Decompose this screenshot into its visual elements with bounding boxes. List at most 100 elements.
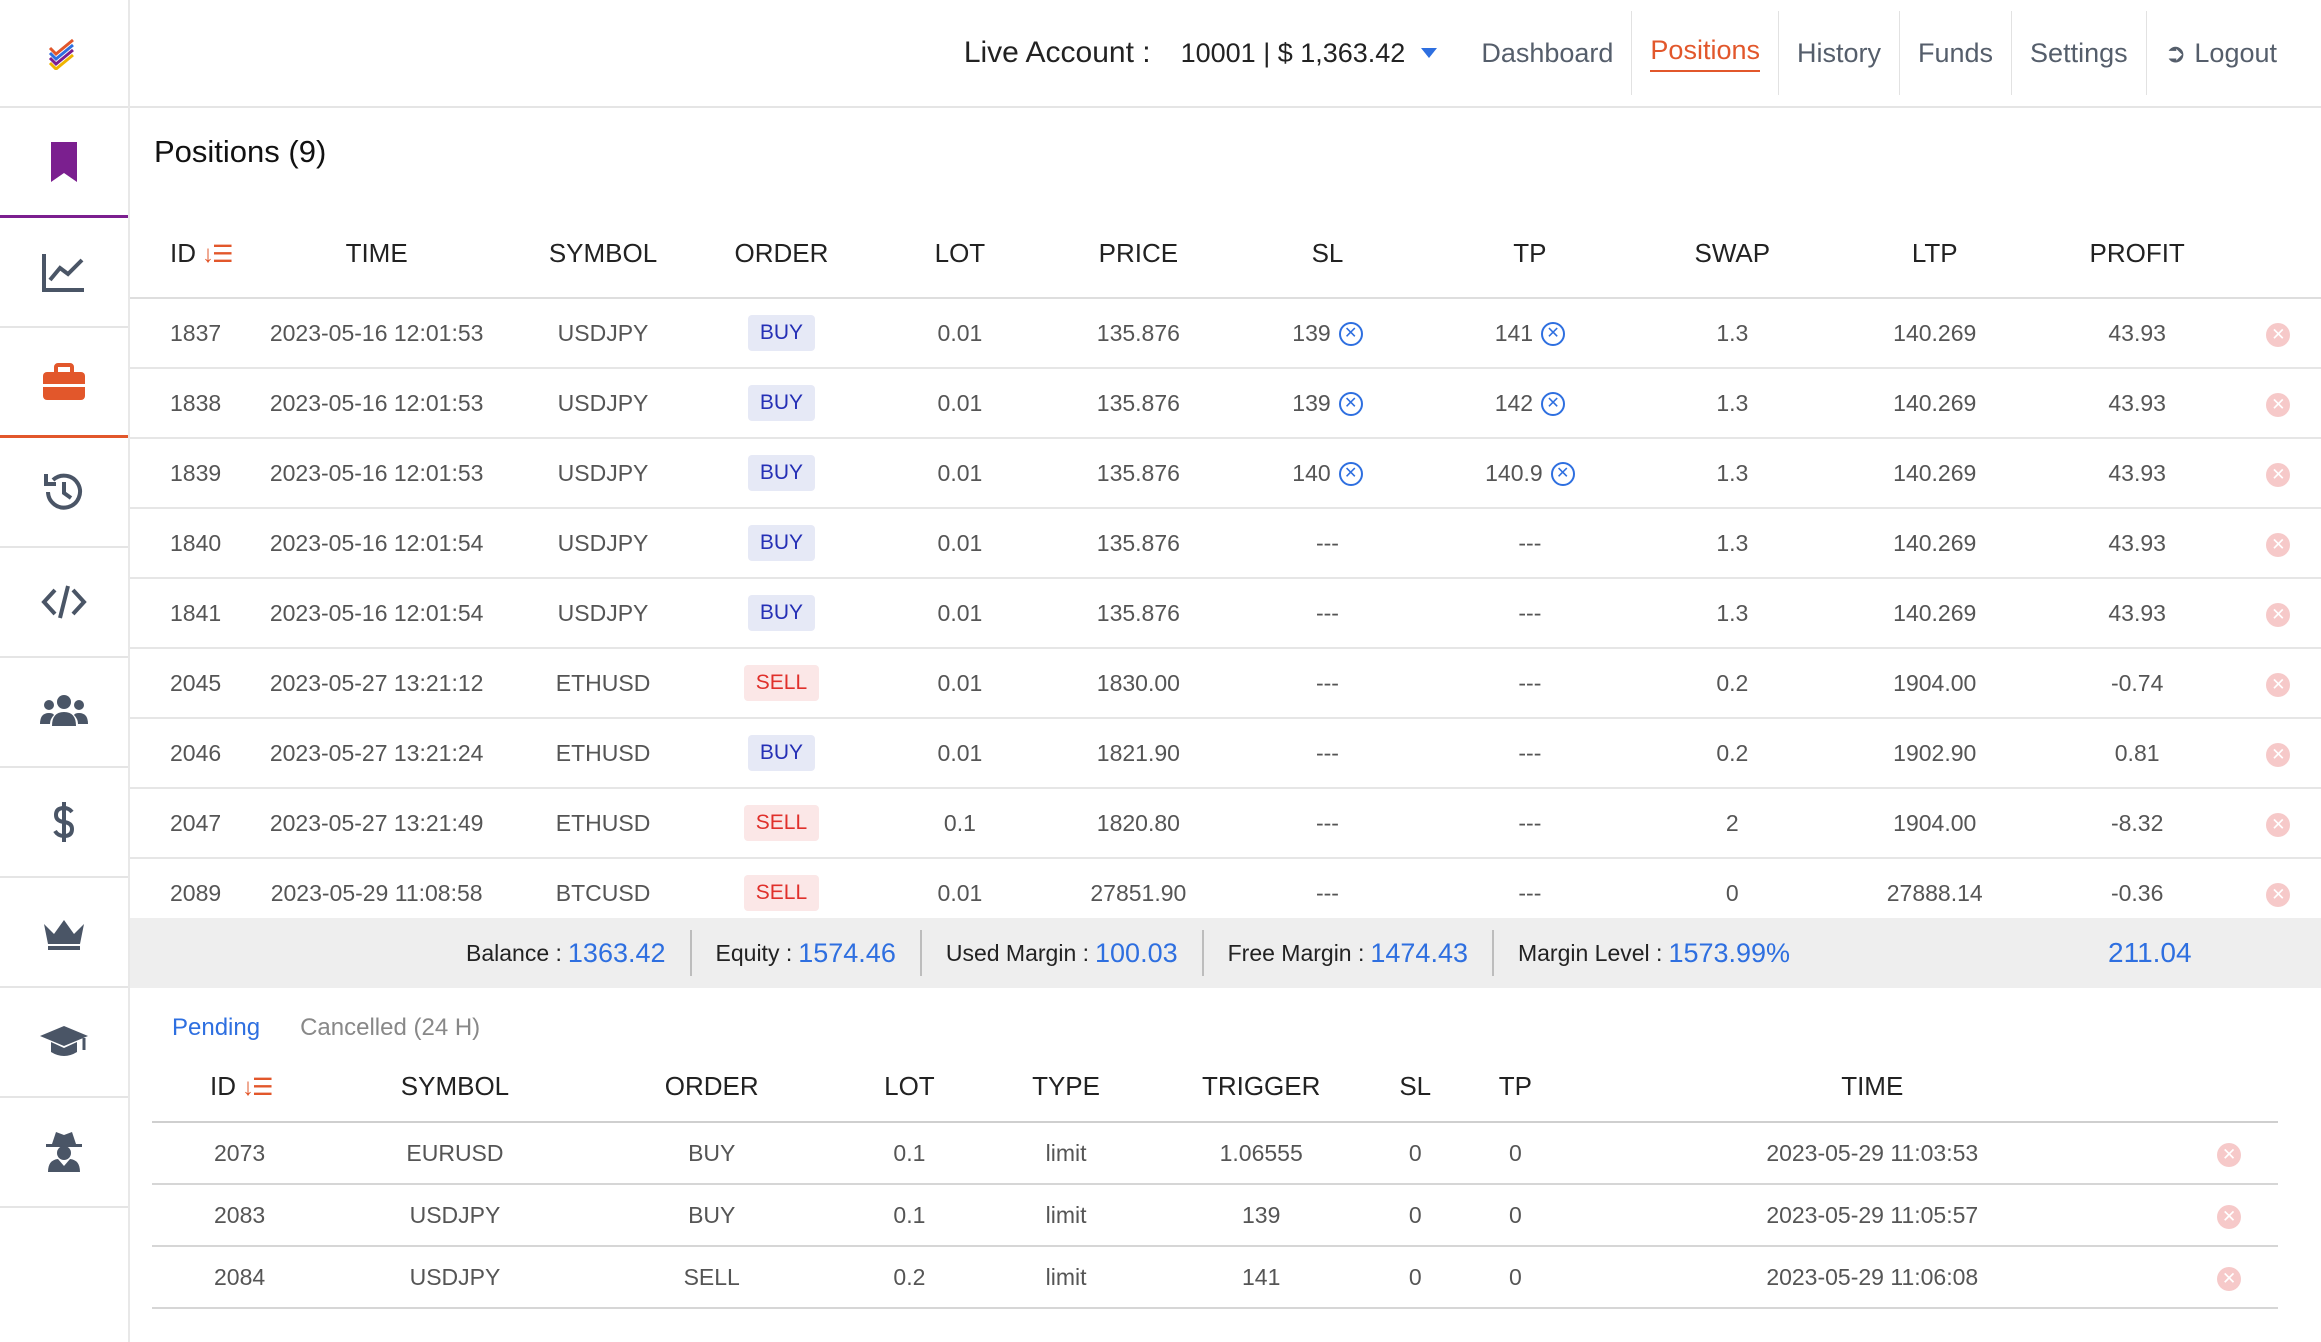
cell-order: SELL [690, 788, 873, 859]
order-badge: SELL [743, 805, 820, 841]
account-selector[interactable]: 10001 | $ 1,363.42 [1180, 37, 1406, 68]
sidebar-item-bookmarks[interactable] [0, 108, 128, 218]
close-position-icon[interactable]: ✕ [2266, 673, 2291, 697]
tab-cancelled[interactable]: Cancelled (24 H) [300, 1014, 481, 1041]
sidebar-item-premium[interactable] [0, 878, 128, 988]
nav-funds[interactable]: Funds [1899, 11, 2011, 95]
sort-desc-icon[interactable]: ↓☰ [242, 1074, 273, 1101]
cell-profit: 43.93 [2038, 578, 2236, 649]
cell-actions: ✕ [2235, 508, 2321, 579]
sidebar-item-education[interactable] [0, 988, 128, 1098]
close-position-icon[interactable]: ✕ [2266, 883, 2291, 907]
sl-value[interactable]: 139 [1292, 319, 1331, 346]
nav-positions[interactable]: Positions [1631, 11, 1778, 95]
cell-tp: --- [1426, 508, 1634, 579]
tp-value[interactable]: --- [1518, 529, 1542, 556]
remove-sl-icon[interactable]: ✕ [1338, 322, 1363, 347]
sidebar-item-users[interactable] [0, 658, 128, 768]
remove-tp-icon[interactable]: ✕ [1541, 392, 1566, 417]
tp-value[interactable]: 140.9 [1485, 459, 1543, 486]
cell-ltp: 140.269 [1830, 438, 2039, 509]
sidebar-item-incognito[interactable] [0, 1098, 128, 1208]
total-profit: 211.04 [2108, 937, 2192, 968]
sort-desc-icon[interactable]: ↓☰ [202, 241, 233, 268]
order-badge: BUY [747, 385, 816, 421]
sidebar-item-chart[interactable] [0, 218, 128, 328]
close-position-icon[interactable]: ✕ [2266, 533, 2291, 557]
sl-value[interactable]: --- [1315, 669, 1339, 696]
tp-value[interactable]: --- [1518, 809, 1542, 836]
cancel-order-icon[interactable]: ✕ [2217, 1205, 2242, 1229]
cell-type: limit [973, 1122, 1159, 1185]
order-badge: BUY [747, 735, 816, 771]
cell-ltp: 140.269 [1830, 508, 2039, 579]
close-position-icon[interactable]: ✕ [2266, 603, 2291, 627]
pending-col-header-tp: TP [1466, 1052, 1565, 1123]
close-position-icon[interactable]: ✕ [2266, 743, 2291, 767]
nav-history[interactable]: History [1777, 11, 1899, 95]
pending-col-header-symbol: SYMBOL [331, 1052, 579, 1123]
cancel-order-icon[interactable]: ✕ [2217, 1267, 2242, 1291]
cell-time: 2023-05-29 11:06:08 [1564, 1246, 2181, 1309]
order-badge: BUY [747, 315, 816, 351]
nav-settings[interactable]: Settings [2011, 11, 2146, 95]
remove-sl-icon[interactable]: ✕ [1338, 462, 1363, 487]
cell-symbol: USDJPY [515, 438, 691, 509]
chevron-down-icon[interactable] [1421, 48, 1438, 58]
cell-actions: ✕ [2235, 578, 2321, 649]
sidebar [0, 0, 130, 1342]
tp-value[interactable]: --- [1518, 669, 1542, 696]
tp-value[interactable]: --- [1518, 739, 1542, 766]
cell-time: 2023-05-16 12:01:53 [238, 438, 516, 509]
sl-value[interactable]: 139 [1292, 389, 1331, 416]
graduation-cap-icon [40, 1026, 88, 1056]
cell-tp: --- [1426, 718, 1634, 789]
sl-value[interactable]: --- [1315, 599, 1339, 626]
remove-tp-icon[interactable]: ✕ [1541, 322, 1566, 347]
cell-sl: --- [1228, 508, 1427, 579]
cell-tp: 142 ✕ [1426, 368, 1634, 439]
cell-id: 2084 [152, 1246, 332, 1309]
remove-sl-icon[interactable]: ✕ [1338, 392, 1363, 417]
logout-button[interactable]: ➲ Logout [2145, 11, 2295, 95]
sl-value[interactable]: 140 [1292, 459, 1331, 486]
pending-orders-table: ID ↓☰ SYMBOL ORDER LOT TYPE TRIGGER SL TP… [152, 1052, 2278, 1309]
col-header-order: ORDER [690, 210, 873, 299]
col-header-lot: LOT [872, 210, 1048, 299]
remove-tp-icon[interactable]: ✕ [1550, 462, 1575, 487]
cancel-order-icon[interactable]: ✕ [2217, 1143, 2242, 1167]
tp-value[interactable]: 142 [1494, 389, 1534, 416]
close-position-icon[interactable]: ✕ [2266, 393, 2291, 417]
cell-id: 1841 [130, 578, 239, 649]
cell-ltp: 140.269 [1830, 298, 2039, 369]
cell-order: BUY [690, 368, 873, 439]
nav-dashboard[interactable]: Dashboard [1481, 37, 1614, 68]
sidebar-item-history[interactable] [0, 438, 128, 548]
sl-value[interactable]: --- [1315, 529, 1339, 556]
cell-order: BUY [690, 438, 873, 509]
cell-swap: 0 [1633, 858, 1831, 929]
sl-value[interactable]: --- [1315, 739, 1339, 766]
sidebar-item-code[interactable] [0, 548, 128, 658]
close-position-icon[interactable]: ✕ [2266, 323, 2291, 347]
close-position-icon[interactable]: ✕ [2266, 463, 2291, 487]
cell-tp: --- [1426, 578, 1634, 649]
sl-value[interactable]: --- [1315, 879, 1339, 906]
cell-sl: --- [1228, 648, 1427, 719]
cell-trigger: 139 [1158, 1184, 1364, 1247]
cell-sl: 0 [1363, 1184, 1467, 1247]
sidebar-item-funds[interactable] [0, 768, 128, 878]
app-logo[interactable] [0, 0, 128, 108]
tp-value[interactable]: --- [1518, 599, 1542, 626]
close-position-icon[interactable]: ✕ [2266, 813, 2291, 837]
sl-value[interactable]: --- [1315, 809, 1339, 836]
cell-symbol: USDJPY [331, 1246, 579, 1309]
col-header-id[interactable]: ID ↓☰ [130, 210, 239, 299]
cell-trigger: 1.06555 [1158, 1122, 1364, 1185]
tab-pending[interactable]: Pending [172, 1014, 261, 1041]
pending-col-header-id[interactable]: ID ↓☰ [152, 1052, 332, 1123]
tp-value[interactable]: 141 [1494, 319, 1534, 346]
cell-lot: 0.01 [872, 298, 1048, 369]
sidebar-item-positions[interactable] [0, 328, 128, 438]
tp-value[interactable]: --- [1518, 879, 1542, 906]
